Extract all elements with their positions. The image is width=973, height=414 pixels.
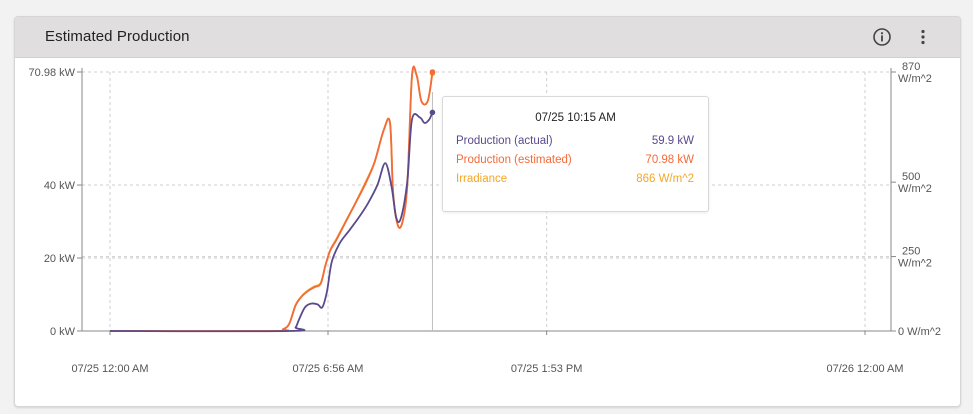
tooltip-title: 07/25 10:15 AM <box>535 112 616 124</box>
series-point-production-estimated <box>429 69 436 75</box>
y-left-tick-label: 70.98 kW <box>29 67 76 79</box>
tooltip-value: 59.9 kW <box>651 135 694 147</box>
x-tick-label: 07/25 12:00 AM <box>71 363 148 375</box>
estimated-production-card: Estimated Production 70.98 kW 40 kW 20 kW 0… <box>14 16 961 407</box>
tooltip-value: 70.98 kW <box>645 154 694 166</box>
y-right-tick-label: 500 <box>902 171 920 183</box>
tooltip-row-irradiance: Irradiance 866 W/m^2 <box>456 173 694 189</box>
series-point-production-actual <box>429 109 436 116</box>
y-left-tick-label: 20 kW <box>44 253 76 265</box>
tooltip-row-estimated: Production (estimated) 70.98 kW <box>456 154 694 170</box>
chart-tooltip: 07/25 10:15 AM Production (actual) 59.9 … <box>442 96 709 212</box>
series-line-production-actual <box>109 112 434 333</box>
series-line-irradiance <box>109 66 434 332</box>
tooltip-label: Irradiance <box>456 173 508 185</box>
tooltip-label: Production (actual) <box>456 135 553 147</box>
info-icon[interactable] <box>870 25 894 49</box>
y-right-tick-label: 870 <box>902 61 920 73</box>
y-left-tick-label: 40 kW <box>44 180 76 192</box>
x-tick-label: 07/25 6:56 AM <box>293 363 364 375</box>
y-right-tick-unit: W/m^2 <box>898 73 932 85</box>
more-vertical-icon[interactable] <box>911 25 935 49</box>
tooltip-label: Production (estimated) <box>456 154 572 166</box>
y-right-tick-label: 0 W/m^2 <box>898 326 941 338</box>
card-header: Estimated Production <box>15 17 960 58</box>
y-right-tick-unit: W/m^2 <box>898 258 932 270</box>
chart-series <box>109 65 436 333</box>
card-title: Estimated Production <box>45 28 190 45</box>
y-left-tick-label: 0 kW <box>50 326 76 338</box>
y-right-tick-unit: W/m^2 <box>898 183 932 195</box>
y-right-tick-label: 250 <box>902 246 920 258</box>
tooltip-value: 866 W/m^2 <box>636 173 694 185</box>
x-tick-label: 07/25 1:53 PM <box>511 363 583 375</box>
tooltip-row-actual: Production (actual) 59.9 kW <box>456 135 694 151</box>
x-tick-label: 07/26 12:00 AM <box>826 363 903 375</box>
series-line-production-estimated <box>109 65 434 333</box>
